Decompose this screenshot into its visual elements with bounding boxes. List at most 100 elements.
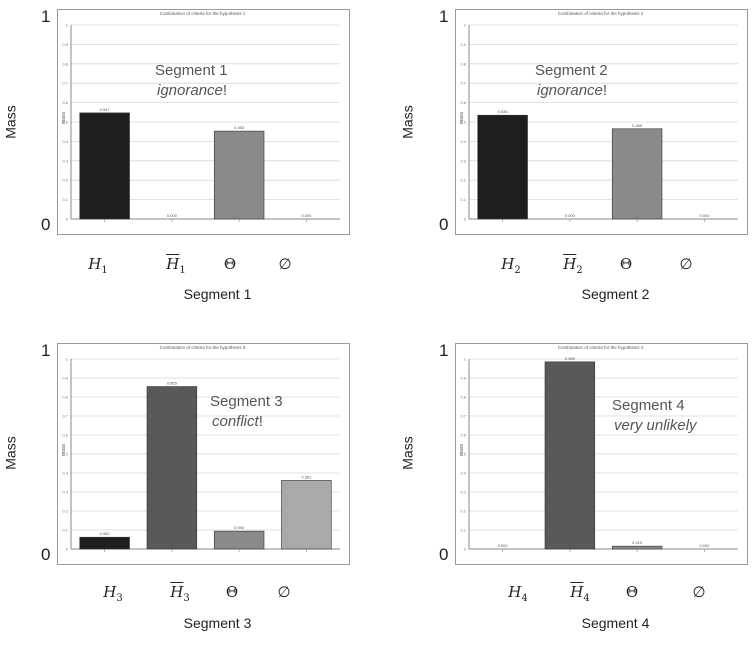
annotation-emphasis-text: ignorance [537, 82, 603, 99]
category-symbol: H [501, 255, 515, 273]
category-symbol: Θ [225, 583, 239, 601]
mini-tick-label: 1 [464, 357, 467, 362]
category-subscript: 4 [521, 593, 528, 604]
category-label: H4 [570, 583, 589, 604]
mini-tick-label: 0.3 [460, 158, 466, 163]
bar [146, 386, 198, 550]
category-symbol: Θ [625, 583, 639, 601]
category-symbol: ∅ [277, 583, 291, 601]
mini-tick-label: 0 [464, 547, 467, 552]
annotation-emphasis-text: ignorance [157, 82, 223, 99]
annotation-emphasis: ignorance! [157, 82, 227, 99]
category-label: ∅ [277, 583, 290, 601]
annotation-emphasis-text: very unlikely [614, 417, 697, 434]
annotation-heading: Segment 1 [155, 62, 228, 79]
category-label: Θ [626, 583, 638, 601]
annotation-heading: Segment 4 [612, 397, 685, 414]
value-label: 0.000 [301, 213, 312, 218]
category-label: H1 [166, 255, 185, 276]
x-axis-label: Segment 3 [183, 615, 252, 631]
category-label: ∅ [278, 255, 291, 273]
plot-title: Combination of criteria for the hypothes… [557, 11, 644, 16]
mini-tick-label: 0.6 [62, 433, 68, 438]
value-label: 0.062 [100, 531, 111, 536]
category-symbol: Θ [223, 255, 237, 273]
mini-tick-label: 0.1 [62, 528, 68, 533]
category-symbol: H [103, 583, 117, 601]
category-subscript: 2 [576, 265, 583, 276]
mini-tick-label: 0.8 [62, 395, 68, 400]
y-tick-label-max: 1 [439, 7, 449, 26]
mini-tick-label: 0.9 [460, 376, 466, 381]
category-symbol: H [170, 583, 184, 601]
mini-tick-label: 1 [66, 357, 69, 362]
mini-tick-label: 1 [464, 23, 467, 28]
annotation-emphasis: very unlikely [614, 417, 697, 434]
mini-tick-label: 0.8 [460, 395, 466, 400]
mini-tick-label: 0.8 [62, 61, 68, 66]
mini-tick-label: 0.5 [460, 452, 466, 457]
mini-tick-label: 0.5 [62, 120, 68, 125]
y-tick-label-max: 1 [41, 341, 51, 360]
value-label: 0.855 [167, 381, 178, 386]
mini-tick-label: 1 [66, 23, 69, 28]
category-label: ∅ [679, 255, 692, 273]
annotation-emphasis-text: conflict [212, 413, 259, 430]
value-label: 0.453 [234, 125, 245, 130]
mini-tick-label: 0.4 [460, 471, 466, 476]
mini-tick-label: 0.4 [62, 471, 68, 476]
category-label: Θ [224, 255, 236, 273]
mini-tick-label: 0.1 [460, 528, 466, 533]
mini-tick-label: 0.5 [460, 120, 466, 125]
mini-tick-label: 0.9 [62, 376, 68, 381]
bar [477, 114, 528, 220]
annotation-heading: Segment 3 [210, 393, 283, 410]
mini-tick-label: 0.9 [62, 42, 68, 47]
mini-tick-label: 0.8 [460, 61, 466, 66]
annotation-emphasis: conflict! [212, 413, 263, 430]
category-subscript: 4 [583, 593, 590, 604]
annotation-suffix: ! [222, 82, 228, 99]
category-label: H4 [508, 583, 527, 604]
value-label: 0.465 [632, 123, 643, 128]
mini-tick-label: 0.3 [62, 490, 68, 495]
y-axis-label: Mass [399, 436, 416, 470]
category-label: H2 [563, 255, 582, 276]
bar [611, 545, 663, 550]
mini-tick-label: 0.2 [62, 178, 68, 183]
value-label: 0.985 [565, 356, 576, 361]
value-label: 0.361 [301, 474, 312, 479]
category-symbol: ∅ [679, 255, 693, 273]
category-symbol: H [508, 583, 522, 601]
bar [213, 130, 265, 220]
y-tick-label-min: 0 [439, 215, 449, 234]
annotation-suffix: ! [258, 413, 263, 430]
mini-tick-label: 0.3 [62, 158, 68, 163]
category-label: Θ [226, 583, 238, 601]
mini-tick-label: 0 [464, 217, 467, 222]
mini-tick-label: 0.1 [62, 197, 68, 202]
category-label: H3 [170, 583, 189, 604]
plot-title: Combination of criteria for the hypothes… [159, 11, 246, 16]
value-label: 0.015 [632, 540, 643, 545]
mini-tick-label: 0.6 [460, 433, 466, 438]
mini-tick-label: 0.7 [460, 414, 466, 419]
category-symbol: ∅ [278, 255, 292, 273]
y-tick-label-min: 0 [439, 545, 449, 564]
mini-tick-label: 0.3 [460, 490, 466, 495]
y-tick-label-max: 1 [41, 7, 51, 26]
category-subscript: 3 [116, 593, 123, 604]
mini-tick-label: 0.7 [62, 81, 68, 86]
value-label: 0.000 [699, 213, 710, 218]
value-label: 0.000 [498, 543, 509, 548]
annotation-emphasis: ignorance! [537, 82, 607, 99]
mini-tick-label: 0.9 [460, 42, 466, 47]
bar [79, 112, 130, 220]
mini-tick-label: 0 [66, 547, 69, 552]
mini-tick-label: 0.1 [460, 197, 466, 202]
mini-tick-label: 0.2 [62, 509, 68, 514]
